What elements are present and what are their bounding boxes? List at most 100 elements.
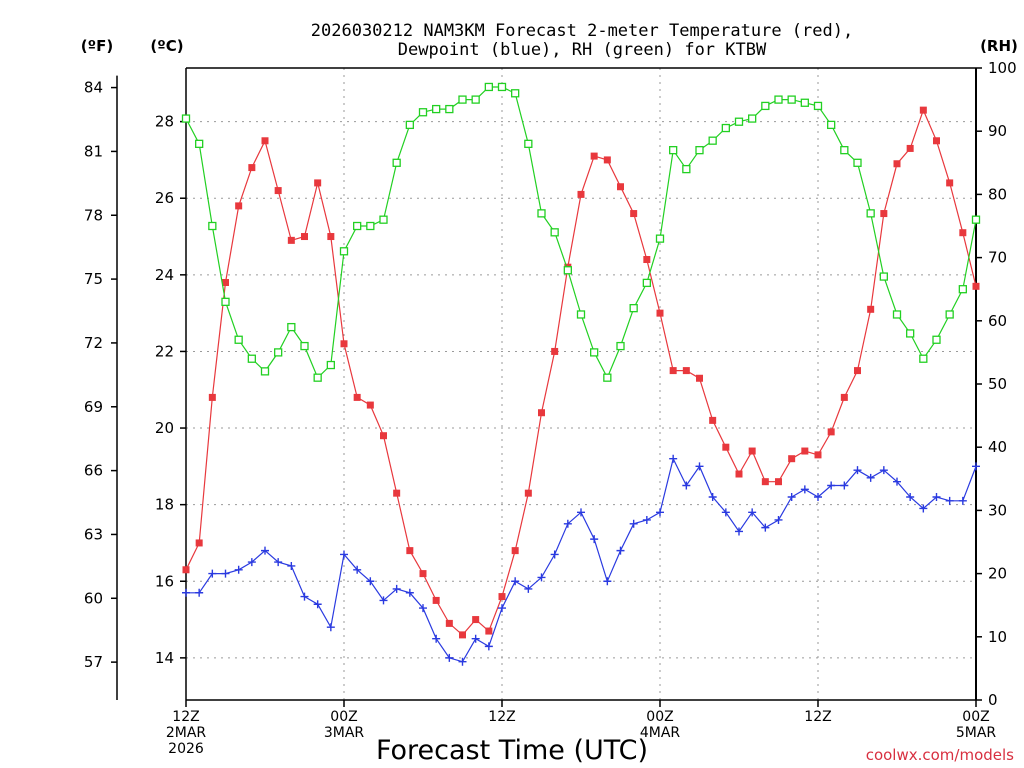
rh-tick-label: 50 [988, 375, 1007, 393]
data-point [696, 374, 703, 382]
celsius-tick-label: 16 [155, 572, 174, 590]
data-point [630, 210, 638, 218]
data-point [300, 341, 309, 351]
data-point [735, 527, 743, 536]
data-point [787, 95, 796, 104]
data-point [617, 183, 624, 191]
data-point [840, 481, 849, 490]
data-point [603, 373, 612, 382]
data-point [195, 539, 203, 547]
data-point [616, 546, 625, 555]
fahrenheit-tick-label: 57 [84, 653, 103, 671]
data-point [497, 82, 507, 92]
data-point [814, 492, 822, 501]
celsius-unit-label: (ºC) [150, 37, 183, 55]
rh-tick-label: 40 [988, 438, 1007, 456]
fahrenheit-tick-label: 63 [84, 525, 103, 543]
data-point [300, 592, 309, 601]
data-point [827, 428, 835, 436]
data-point [656, 309, 664, 317]
data-point [511, 577, 520, 586]
data-point [222, 278, 229, 286]
data-point [682, 481, 691, 490]
data-point [590, 348, 599, 357]
celsius-tick-label: 14 [155, 649, 174, 667]
data-point [524, 489, 532, 497]
data-point [287, 322, 296, 332]
data-point [301, 233, 308, 241]
data-point [576, 310, 586, 319]
data-point [734, 117, 744, 126]
data-point [247, 354, 256, 363]
data-point [524, 584, 533, 593]
data-point [208, 393, 216, 401]
data-point [366, 221, 375, 231]
data-point [854, 367, 861, 375]
data-point [313, 373, 322, 382]
fahrenheit-tick-label: 78 [84, 206, 103, 224]
data-point [708, 492, 717, 501]
data-point [813, 101, 823, 111]
data-point [801, 447, 809, 455]
data-point [248, 164, 256, 172]
data-point [971, 215, 981, 224]
data-point [418, 108, 428, 117]
celsius-tick-label: 22 [155, 342, 174, 360]
data-point [590, 152, 598, 160]
data-point [550, 228, 559, 237]
data-point [945, 496, 954, 505]
data-point [761, 523, 770, 532]
data-point [827, 120, 836, 130]
x-tick-label: 12Z [804, 709, 831, 725]
rh-tick-label: 30 [988, 501, 1007, 519]
data-point [919, 354, 928, 363]
data-point [945, 310, 954, 319]
data-point [392, 584, 401, 593]
series-rh [181, 82, 981, 382]
data-point [366, 577, 375, 586]
data-point [932, 492, 941, 501]
data-point [840, 146, 849, 155]
data-point [234, 565, 243, 574]
data-point [459, 631, 466, 639]
data-point [761, 101, 770, 111]
data-point [484, 642, 493, 651]
series-line [185, 86, 977, 380]
data-point [182, 566, 190, 574]
data-point [695, 462, 704, 471]
data-point [287, 236, 295, 244]
x-tick-label: 00Z [646, 709, 673, 725]
data-point [498, 604, 506, 613]
data-point [221, 569, 230, 578]
data-point [445, 619, 453, 627]
data-point [893, 477, 901, 486]
data-point [761, 478, 769, 486]
data-point [538, 409, 545, 417]
data-point [590, 535, 599, 544]
data-point [906, 329, 915, 338]
data-point [181, 114, 191, 123]
data-point [748, 447, 756, 455]
data-point [393, 489, 401, 497]
data-point [642, 515, 651, 524]
fahrenheit-tick-label: 72 [84, 334, 103, 352]
data-point [721, 508, 730, 517]
data-point [379, 596, 388, 605]
data-point [340, 340, 348, 348]
data-point [405, 588, 414, 597]
data-point [669, 454, 678, 463]
data-point [419, 604, 427, 613]
data-point [406, 547, 414, 555]
data-point [721, 123, 730, 133]
data-point [708, 136, 717, 145]
data-point [655, 234, 665, 243]
data-point [537, 573, 546, 582]
data-point [247, 558, 256, 567]
data-point [445, 653, 454, 662]
data-point [642, 278, 651, 288]
rh-tick-label: 20 [988, 565, 1007, 583]
data-point [629, 304, 638, 313]
data-point [933, 137, 940, 145]
data-point [682, 367, 690, 375]
series-dewpoint [182, 454, 980, 666]
